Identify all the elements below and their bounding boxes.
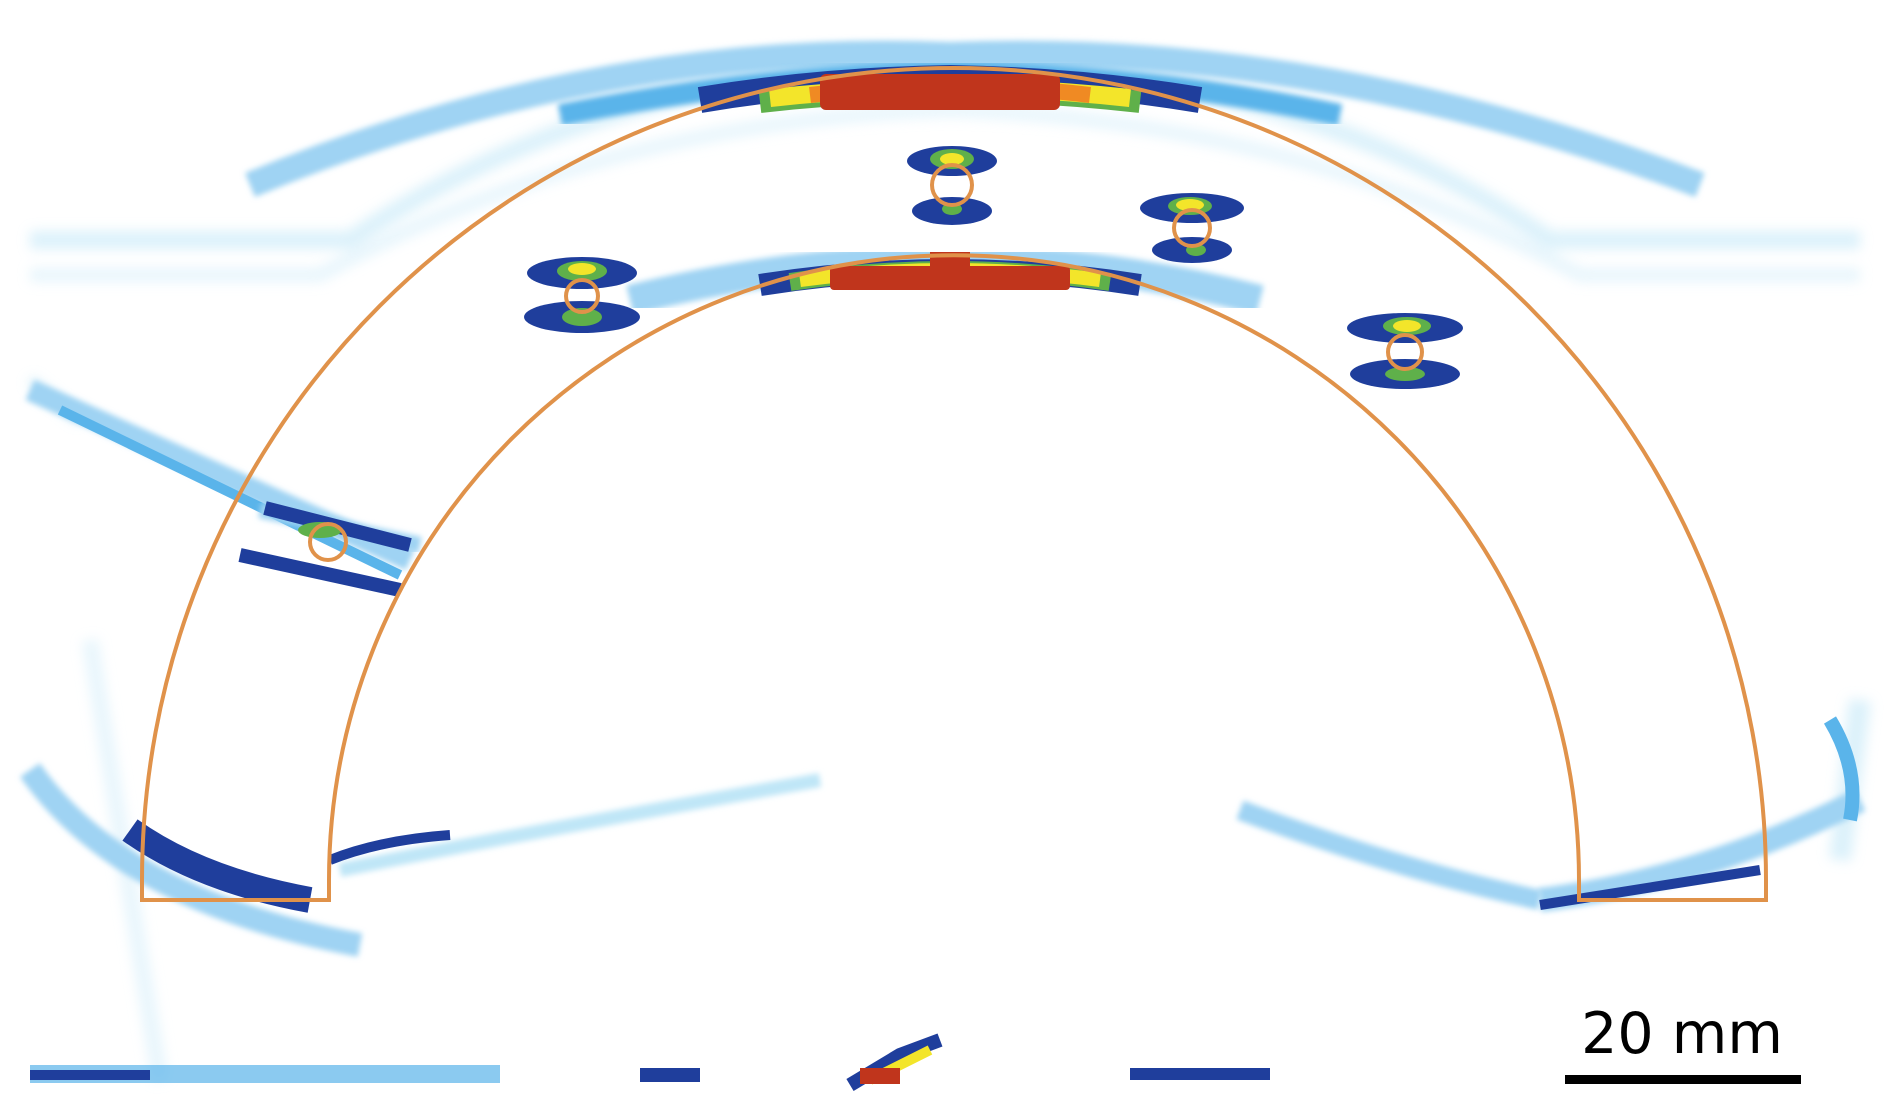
scale-bar-label: 20 mm: [1581, 1001, 1783, 1067]
lower-echo-right: [1236, 716, 1866, 912]
bottom-edge-artifacts: [30, 1033, 1270, 1092]
target-blob-4: [1347, 313, 1463, 389]
outer-wall-echo: [245, 40, 1705, 198]
lower-echo-left: [20, 763, 822, 957]
inner-wall-echo: [626, 245, 1264, 315]
target-blob-5: [25, 379, 422, 597]
scale-bar-line: [1565, 1075, 1801, 1084]
target-blob-3: [1140, 193, 1244, 263]
overlay-outline: [140, 66, 1768, 902]
target-blob-1: [524, 257, 640, 333]
target-blob-2: [907, 146, 997, 225]
